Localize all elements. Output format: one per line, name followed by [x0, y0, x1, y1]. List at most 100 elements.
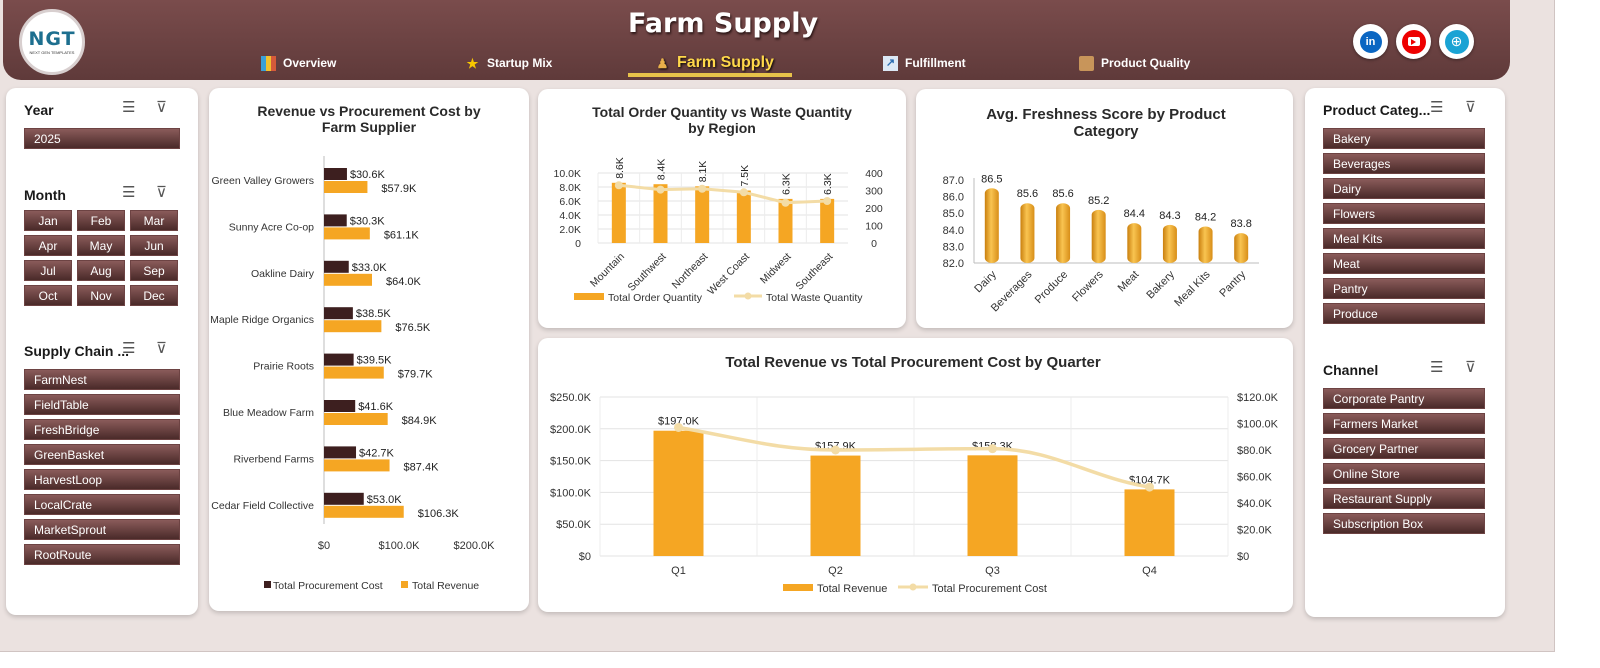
y2-tick-label: $80.0K	[1237, 445, 1273, 457]
y2-tick-label: 300	[865, 186, 883, 198]
revenue-bar	[324, 413, 388, 425]
tab-overview[interactable]: Overview	[261, 52, 336, 74]
channel-grocery-partner-button[interactable]: Grocery Partner	[1323, 438, 1485, 459]
month-jan-button[interactable]: Jan	[24, 210, 72, 231]
bar-data-label: 85.6	[1017, 188, 1038, 200]
supplier-farmnest-button[interactable]: FarmNest	[24, 369, 180, 390]
revenue-bar	[324, 273, 372, 286]
freshness-bar	[984, 188, 999, 263]
bar-data-label: $104.7K	[1129, 474, 1171, 486]
month-dec-button[interactable]: Dec	[130, 285, 178, 306]
bar-data-label: 84.3	[1159, 210, 1180, 222]
header-banner: NGT NEXT GEN TEMPLATES Farm Supply Overv…	[3, 0, 1510, 80]
procurement-bar	[324, 307, 353, 320]
year-2025-button[interactable]: 2025	[24, 128, 180, 149]
freshness-chart-panel: Avg. Freshness Score by Product Category…	[916, 89, 1293, 328]
revenue-bar	[324, 366, 384, 379]
supplier-chart-panel: Revenue vs Procurement Cost by Farm Supp…	[209, 88, 529, 611]
procurement-cost-line	[678, 425, 1150, 489]
multi-select-icon[interactable]: ☰	[1430, 359, 1444, 376]
month-aug-button[interactable]: Aug	[77, 260, 125, 281]
freshness-bar	[1020, 203, 1035, 263]
product-category-slicer-title: Product Categ...	[1323, 102, 1431, 118]
clear-filter-icon[interactable]: ⊽	[156, 99, 167, 116]
month-apr-button[interactable]: Apr	[24, 235, 72, 256]
channel-subscription-box-button[interactable]: Subscription Box	[1323, 513, 1485, 534]
x-tick-label: Dairy	[972, 268, 999, 295]
channel-restaurant-supply-button[interactable]: Restaurant Supply	[1323, 488, 1485, 509]
channel-farmers-market-button[interactable]: Farmers Market	[1323, 413, 1485, 434]
order-quantity-bar	[820, 198, 835, 243]
legend-swatch-procurement	[264, 581, 271, 588]
box-icon	[1079, 55, 1094, 71]
freshness-bar	[1234, 233, 1249, 263]
category-pantry-button[interactable]: Pantry	[1323, 278, 1485, 299]
globe-icon[interactable]: ⊕	[1439, 24, 1474, 59]
tab-fulfillment[interactable]: ↗ Fulfillment	[883, 52, 966, 74]
revenue-bar	[810, 455, 861, 556]
month-mar-button[interactable]: Mar	[130, 210, 178, 231]
channel-online-store-button[interactable]: Online Store	[1323, 463, 1485, 484]
supplier-fieldtable-button[interactable]: FieldTable	[24, 394, 180, 415]
tab-farm-supply[interactable]: ♟ Farm Supply	[655, 52, 774, 74]
category-meat-button[interactable]: Meat	[1323, 253, 1485, 274]
channel-corporate-pantry-button[interactable]: Corporate Pantry	[1323, 388, 1485, 409]
category-produce-button[interactable]: Produce	[1323, 303, 1485, 324]
category-flowers-button[interactable]: Flowers	[1323, 203, 1485, 224]
freshness-bar	[1091, 209, 1106, 263]
category-dairy-button[interactable]: Dairy	[1323, 178, 1485, 199]
supplier-rootroute-button[interactable]: RootRoute	[24, 544, 180, 565]
bar-data-label: 86.5	[981, 173, 1002, 185]
supplier-greenbasket-button[interactable]: GreenBasket	[24, 444, 180, 465]
procurement-bar	[324, 446, 357, 459]
tab-startup-mix[interactable]: ★ Startup Mix	[465, 52, 553, 74]
quarter-combo-chart: $250.0K $200.0K $150.0K $100.0K $50.0K $0 $120…	[550, 392, 1279, 595]
procurement-cost-point	[674, 422, 683, 432]
procurement-bar	[324, 400, 356, 412]
multi-select-icon[interactable]: ☰	[122, 99, 136, 116]
supplier-localcrate-button[interactable]: LocalCrate	[24, 494, 180, 515]
freshness-bar-chart: 87.086.085.084.083.082.086.5Dairy85.6Bev…	[943, 173, 1259, 314]
multi-select-icon[interactable]: ☰	[122, 340, 136, 357]
bar-data-label: 84.4	[1124, 208, 1145, 220]
category-beverages-button[interactable]: Beverages	[1323, 153, 1485, 174]
y-tick-label: $250.0K	[550, 392, 592, 404]
clear-filter-icon[interactable]: ⊽	[1465, 359, 1476, 376]
tab-product-quality[interactable]: Product Quality	[1079, 52, 1190, 74]
month-jun-button[interactable]: Jun	[130, 235, 178, 256]
category-label: Riverbend Farms	[233, 453, 314, 465]
year-slicer-title: Year	[24, 102, 54, 118]
order-quantity-bar	[736, 190, 751, 243]
ngt-logo[interactable]: NGT NEXT GEN TEMPLATES	[19, 9, 85, 75]
youtube-icon[interactable]	[1396, 24, 1431, 59]
tab-label: Product Quality	[1101, 56, 1191, 70]
x-tick-label: $100.0K	[379, 540, 421, 552]
clear-filter-icon[interactable]: ⊽	[1465, 99, 1476, 116]
clear-filter-icon[interactable]: ⊽	[156, 340, 167, 357]
linkedin-icon[interactable]: in	[1353, 24, 1388, 59]
legend-marker-waste	[744, 292, 752, 300]
month-sep-button[interactable]: Sep	[130, 260, 178, 281]
region-chart-panel: Total Order Quantity vs Waste Quantity b…	[538, 89, 906, 328]
category-meal-kits-button[interactable]: Meal Kits	[1323, 228, 1485, 249]
multi-select-icon[interactable]: ☰	[122, 184, 136, 201]
supplier-freshbridge-button[interactable]: FreshBridge	[24, 419, 180, 440]
x-tick-label: Northeast	[670, 251, 711, 292]
supplier-harvestloop-button[interactable]: HarvestLoop	[24, 469, 180, 490]
farmer-icon: ♟	[656, 55, 669, 71]
star-icon: ★	[466, 55, 479, 71]
month-nov-button[interactable]: Nov	[77, 285, 125, 306]
y-tick-label: 8.0K	[559, 182, 581, 194]
supplier-marketsprout-button[interactable]: MarketSprout	[24, 519, 180, 540]
multi-select-icon[interactable]: ☰	[1430, 99, 1444, 116]
month-may-button[interactable]: May	[77, 235, 125, 256]
category-bakery-button[interactable]: Bakery	[1323, 128, 1485, 149]
y2-tick-label: $100.0K	[1237, 419, 1279, 431]
month-oct-button[interactable]: Oct	[24, 285, 72, 306]
x-tick-label: West Coast	[705, 251, 752, 298]
clear-filter-icon[interactable]: ⊽	[156, 184, 167, 201]
y-tick-label: 0	[575, 238, 581, 250]
procurement-bar	[324, 168, 347, 180]
month-jul-button[interactable]: Jul	[24, 260, 72, 281]
month-feb-button[interactable]: Feb	[77, 210, 125, 231]
